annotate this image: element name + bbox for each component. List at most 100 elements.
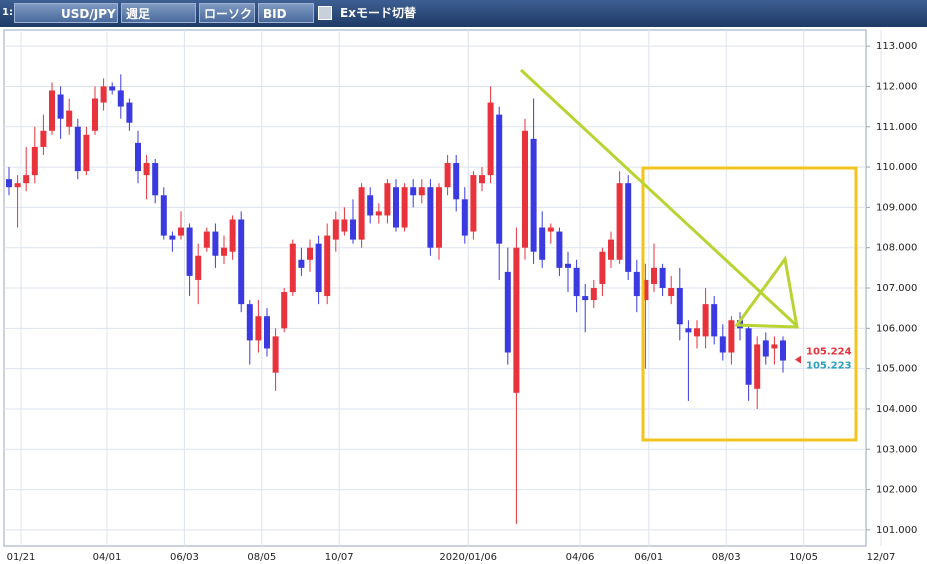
candle-body	[608, 239, 614, 260]
candle-body	[702, 304, 709, 337]
candle-body	[780, 340, 786, 361]
candle-body	[238, 219, 245, 305]
mode-label[interactable]: Exモード切替	[340, 6, 416, 20]
x-tick-label: 04/01	[93, 552, 122, 563]
candle-body	[633, 271, 640, 297]
candle-body	[436, 187, 442, 248]
candle-body	[178, 227, 184, 236]
candle-body	[479, 175, 485, 184]
candle-body	[83, 134, 90, 172]
candle-body	[40, 130, 47, 147]
candle-body	[590, 288, 597, 301]
candle-body	[401, 187, 408, 228]
candle-body	[694, 328, 700, 337]
candle-body	[255, 316, 262, 341]
candle-body	[513, 247, 520, 393]
highlight-box	[641, 166, 858, 442]
y-tick-label: 110.000	[876, 162, 917, 173]
candle-body	[461, 199, 468, 236]
chart: 101.000 102.000 103.000 104.000 105.000 106.0…	[3, 29, 918, 563]
candle-body	[625, 183, 632, 272]
candle-body	[496, 114, 503, 244]
candle-body	[100, 86, 107, 103]
candle-body	[573, 267, 580, 297]
mode-checkbox[interactable]	[318, 6, 332, 20]
candle-body	[126, 102, 133, 123]
candle-body	[418, 187, 425, 196]
candle-body	[616, 183, 623, 260]
candle-body	[711, 304, 718, 337]
annotations	[519, 68, 858, 442]
candle-body	[324, 235, 331, 297]
candle-body	[246, 304, 253, 341]
candle-body	[685, 328, 692, 333]
x-tick-label: 06/01	[634, 552, 663, 563]
candle-body	[556, 231, 563, 268]
price-pointer	[795, 355, 801, 364]
x-tick-label: 10/07	[325, 552, 354, 563]
candle-body	[160, 195, 167, 236]
x-tick-label: 06/03	[170, 552, 199, 563]
candle-body	[203, 231, 210, 248]
candle-body	[31, 146, 38, 176]
candle-body	[668, 288, 675, 297]
candle-body	[212, 231, 219, 256]
candle-body	[6, 179, 12, 188]
candle-body	[384, 183, 391, 216]
y-tick-label: 113.000	[876, 41, 917, 52]
candle-body	[642, 279, 649, 301]
candle-body	[169, 235, 176, 240]
y-tick-label: 108.000	[876, 243, 917, 254]
candle-body	[651, 267, 657, 284]
x-tick-label: 2020/01/06	[439, 552, 497, 563]
y-tick-label: 102.000	[876, 485, 917, 496]
y-tick-label: 111.000	[876, 122, 917, 133]
candle-body	[264, 316, 270, 349]
candle-body	[332, 219, 339, 240]
y-tick-label: 107.000	[876, 283, 917, 294]
candle-body	[135, 142, 141, 172]
candle-body	[504, 271, 511, 353]
candle-body	[375, 211, 382, 216]
candle-body	[358, 187, 365, 240]
candle-body	[444, 163, 451, 188]
price-label: 105.223	[806, 361, 852, 372]
x-tick-label: 12/07	[867, 552, 896, 563]
candle-body	[350, 219, 356, 240]
labels: 101.000 102.000 103.000 104.000 105.000 106.0…	[7, 41, 918, 563]
candle-body	[49, 90, 55, 131]
y-tick-label: 106.000	[876, 323, 917, 334]
period-button[interactable]: 週足	[121, 3, 196, 23]
candle-body	[341, 219, 348, 232]
x-tick-label: 01/21	[7, 552, 36, 563]
candle-body	[547, 227, 554, 232]
candle-body	[754, 344, 761, 389]
candles	[6, 74, 786, 524]
candle-body	[117, 90, 124, 107]
candle-body	[152, 163, 159, 196]
y-tick-label: 109.000	[876, 202, 917, 213]
candle-body	[307, 247, 313, 260]
x-tick-label: 10/05	[789, 552, 818, 563]
candle-body	[221, 247, 227, 256]
candle-body	[74, 126, 81, 172]
price-button[interactable]: BID	[258, 3, 314, 23]
candle-body	[427, 187, 434, 248]
y-tick-label: 104.000	[876, 404, 917, 415]
candle-body	[92, 98, 98, 131]
candle-body	[659, 267, 666, 288]
candle-body	[57, 94, 64, 119]
candle-body	[728, 320, 735, 353]
arrow-head	[734, 255, 799, 329]
candle-body	[487, 102, 494, 176]
candle-body	[315, 243, 322, 293]
chart-index: 1:	[2, 7, 13, 18]
x-tick-label: 04/06	[566, 552, 595, 563]
pair-button[interactable]: USD/JPY	[14, 3, 118, 23]
candle-body	[453, 163, 460, 200]
candle-body	[195, 255, 202, 280]
style-button[interactable]: ローソク	[199, 3, 255, 23]
candle-body	[14, 183, 21, 188]
candle-body	[522, 130, 528, 248]
candle-body	[771, 344, 778, 349]
